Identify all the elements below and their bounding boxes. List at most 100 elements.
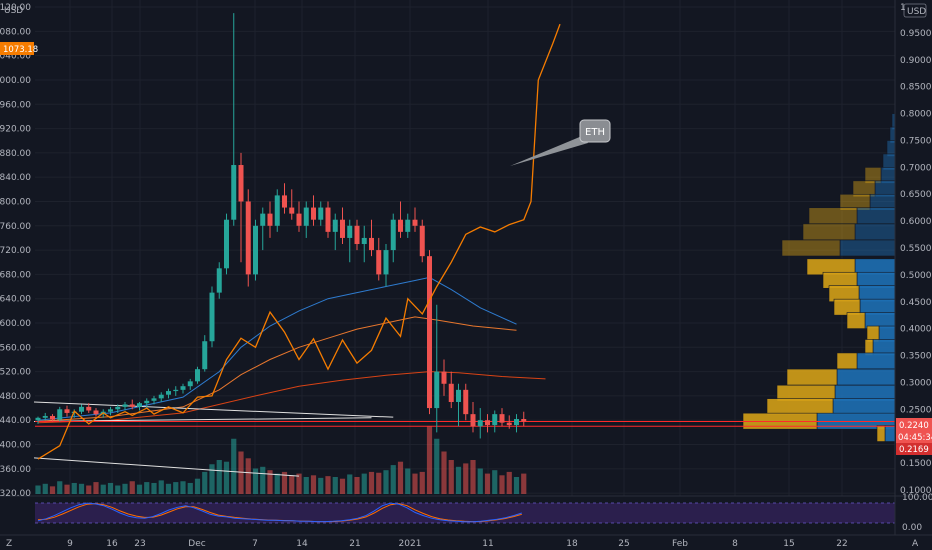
osc-tick-100: 100.00 [902, 493, 932, 503]
candle-body-32 [267, 213, 273, 226]
time-tick-13: 15 [783, 539, 794, 549]
candle-body-11 [115, 406, 121, 410]
low-price-badge-text: 0.2169 [899, 445, 929, 455]
volume-bar-13 [129, 481, 135, 494]
vp-blue-8 [854, 223, 896, 241]
right-tick-14: 0.3000 [900, 378, 932, 388]
volume-bar-65 [506, 471, 512, 494]
candle-body-13 [129, 404, 135, 407]
eth-callout[interactable]: ETH [510, 119, 611, 166]
time-tick-5: 14 [296, 539, 308, 549]
volume-bar-20 [180, 481, 186, 494]
vp-yellow-17 [836, 352, 858, 370]
volume-bar-34 [281, 471, 288, 494]
vp-yellow-22 [876, 425, 886, 442]
candle-body-15 [144, 400, 150, 404]
volume-bar-39 [318, 477, 324, 494]
trend-line-1[interactable] [33, 417, 372, 422]
callout-text: ETH [585, 127, 605, 138]
candle-body-47 [376, 250, 382, 275]
left-tick-4: 960.00 [0, 100, 31, 110]
volume-bar-53 [419, 471, 425, 494]
candle-body-28 [238, 165, 244, 202]
candle-body-10 [108, 409, 113, 412]
right-currency-label: USD [907, 7, 926, 17]
candle-body-43 [347, 225, 353, 238]
left-currency-label: USD [4, 6, 23, 16]
candle-body-50 [398, 219, 403, 232]
vp-blue-18 [836, 368, 896, 386]
left-tick-6: 880.00 [0, 149, 31, 159]
volume-bar-62 [484, 473, 491, 494]
corner-left[interactable]: Z [6, 539, 12, 549]
volume-bar-15 [144, 482, 150, 494]
left-tick-14: 560.00 [0, 343, 31, 353]
candle-body-1 [42, 415, 48, 418]
candle-body-21 [187, 381, 193, 387]
volume-bar-29 [245, 458, 251, 494]
left-price-badge: 1073.18 [0, 42, 38, 55]
volume-bar-54 [426, 426, 433, 494]
volume-bar-32 [267, 470, 273, 494]
candle-body-30 [253, 225, 258, 275]
candle-body-27 [231, 165, 237, 220]
candle-body-39 [318, 207, 324, 220]
left-tick-12: 640.00 [0, 295, 31, 305]
volume-bar-36 [296, 473, 302, 494]
vp-yellow-7 [808, 207, 858, 225]
time-tick-9: 18 [566, 539, 578, 549]
trend-lines[interactable] [33, 401, 394, 477]
candle-body-18 [166, 391, 171, 395]
volume-bars [35, 426, 527, 494]
volume-bar-14 [136, 484, 143, 494]
volume-bar-23 [202, 471, 208, 494]
right-tick-1: 0.9500 [900, 29, 932, 39]
horizontal-levels[interactable] [35, 420, 895, 427]
right-tick-12: 0.4000 [900, 325, 932, 335]
candle-body-19 [173, 389, 179, 392]
volume-bar-50 [397, 461, 404, 494]
ma-red-line [37, 371, 546, 424]
volume-bar-30 [252, 468, 259, 494]
left-tick-18: 400.00 [0, 441, 31, 451]
trend-line-0[interactable] [33, 401, 394, 418]
vp-yellow-20 [766, 398, 834, 415]
right-tick-8: 0.6000 [900, 217, 932, 227]
low-price-badge-bg [896, 443, 932, 455]
candles [35, 13, 527, 439]
vp-yellow-6 [839, 193, 871, 211]
candle-body-7 [86, 406, 92, 411]
right-price-badge-bg [896, 418, 932, 431]
volume-bar-0 [35, 485, 41, 494]
volume-bar-41 [332, 477, 338, 494]
time-axis[interactable]: Z A 9 16 23 Dec 7 14 21 2021 11 18 25 Feb 8 15 22 [0, 534, 932, 549]
left-tick-1: 1080.00 [0, 27, 31, 37]
corner-right[interactable]: A [912, 539, 919, 549]
candle-body-8 [93, 410, 99, 415]
vp-yellow-8 [802, 223, 856, 241]
time-tick-0: 9 [67, 539, 73, 549]
volume-bar-18 [165, 483, 172, 494]
right-tick-10: 0.5000 [900, 271, 932, 281]
volume-bar-31 [260, 466, 266, 494]
volume-bar-47 [376, 472, 382, 494]
time-tick-4: 7 [252, 539, 258, 549]
time-tick-6: 21 [349, 539, 360, 549]
time-tick-10: 25 [618, 539, 629, 549]
left-price-axis[interactable]: USD 1120.00 1080.00 1040.00 1000.00 960.00 92… [0, 3, 31, 499]
candle-body-65 [506, 422, 512, 426]
volume-bar-59 [463, 463, 469, 494]
trend-line-2[interactable] [33, 457, 300, 477]
volume-bar-22 [194, 478, 201, 494]
countdown-badge-text: 04:45:34 [898, 433, 932, 443]
countdown-badge: 04:45:34 [896, 431, 932, 443]
time-tick-3: Dec [188, 539, 205, 549]
right-price-badge: 0.2240 [896, 418, 932, 431]
right-tick-9: 0.5500 [900, 244, 932, 254]
candle-body-45 [361, 237, 367, 245]
candle-body-40 [325, 207, 331, 232]
volume-bar-49 [390, 465, 396, 494]
volume-bar-8 [93, 482, 99, 494]
time-tick-1: 16 [106, 539, 118, 549]
